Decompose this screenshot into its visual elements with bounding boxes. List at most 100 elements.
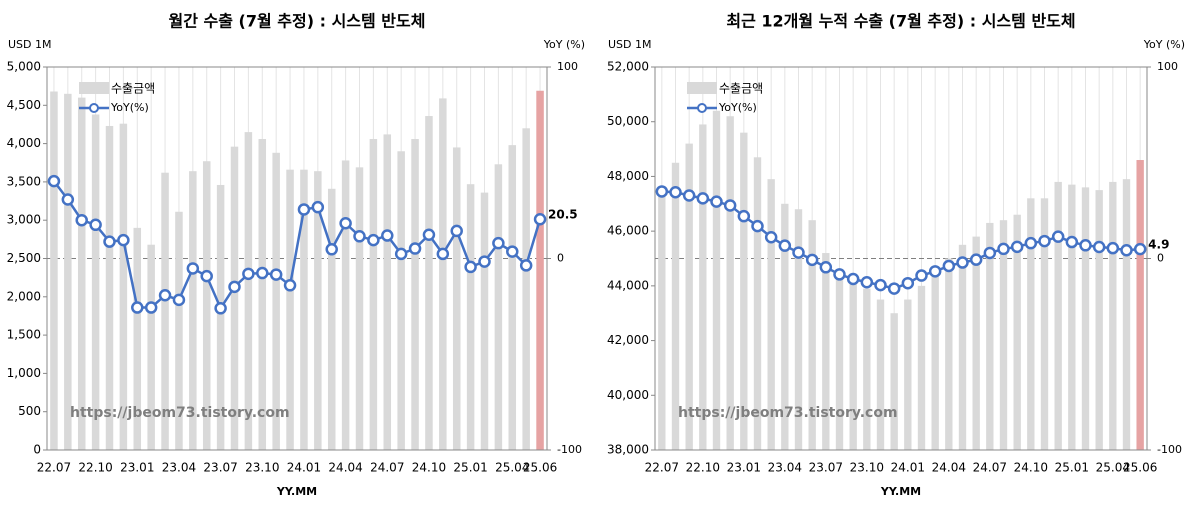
line (52, 180, 542, 311)
point (144, 301, 158, 314)
point (710, 195, 723, 208)
point (158, 289, 172, 302)
bar (314, 171, 322, 450)
y-tick-label: 4,000 (7, 136, 41, 150)
point (394, 247, 408, 261)
y-tick-label: 3,000 (7, 213, 41, 227)
point (737, 209, 751, 223)
x-tick-label: 23.07 (809, 461, 843, 475)
bar (300, 169, 308, 451)
y-axis-label: USD 1M (8, 38, 52, 51)
x-tick-label: 24.04 (932, 461, 966, 475)
point (533, 212, 547, 226)
point (915, 269, 928, 282)
point (887, 282, 901, 295)
x-tick-label: 22.10 (686, 461, 720, 475)
point (833, 268, 846, 281)
point (1024, 236, 1038, 250)
bar (286, 169, 294, 451)
point (464, 260, 477, 274)
point (792, 246, 805, 259)
bar (658, 192, 666, 451)
y2-tick-label: 100 (557, 60, 578, 73)
x-tick-label: 23.04 (768, 461, 802, 475)
bar (327, 188, 336, 450)
point (969, 253, 983, 266)
point (256, 266, 269, 280)
point (669, 185, 682, 199)
bar (822, 253, 830, 450)
bar (494, 164, 503, 451)
bar (244, 132, 253, 451)
x-tick-label: 24.10 (412, 461, 446, 475)
y-tick-label: 0 (33, 443, 41, 457)
x-tick-label: 25.04 (1096, 461, 1130, 475)
x-tick-label: 25.06 (1123, 461, 1157, 475)
bar (147, 244, 155, 450)
bar (1136, 160, 1144, 450)
point (696, 192, 710, 205)
bar (685, 143, 693, 450)
y-tick-label: 1,000 (7, 366, 41, 380)
point (901, 276, 915, 290)
point (805, 253, 819, 267)
point (1051, 230, 1065, 243)
point (655, 185, 669, 198)
bar (77, 97, 86, 450)
bar (1040, 198, 1049, 450)
bar (849, 280, 857, 450)
y-tick-label: 46,000 (607, 224, 649, 238)
point (1079, 239, 1092, 252)
bar (1068, 184, 1076, 450)
point (89, 218, 102, 232)
x-tick-label: 23.10 (850, 461, 884, 475)
plot-frame (46, 66, 548, 451)
x-tick-label: 25.01 (1055, 461, 1089, 475)
legend-label: 수출금액 (111, 82, 155, 96)
x-axis-label: YY.MM (880, 485, 921, 498)
bar (397, 151, 405, 450)
point (1010, 240, 1024, 254)
bar (175, 211, 183, 450)
y-tick-label: 52,000 (607, 60, 649, 74)
legend-label: 수출금액 (719, 82, 763, 96)
bar (439, 98, 447, 450)
point (956, 256, 969, 269)
bar (794, 209, 803, 450)
bar (466, 184, 475, 450)
point (450, 224, 463, 238)
point (408, 242, 422, 255)
bar (119, 123, 128, 451)
point (200, 269, 213, 283)
bar (986, 222, 994, 450)
x-tick-label: 24.07 (973, 461, 1007, 475)
point (47, 174, 61, 188)
bar (355, 167, 364, 450)
bar (383, 134, 392, 450)
bar (452, 147, 461, 450)
bar (1054, 181, 1062, 450)
x-tick-label: 23.04 (162, 461, 196, 475)
bar (480, 192, 489, 450)
bar (917, 285, 926, 450)
bar (91, 114, 100, 450)
x-tick-label: 24.01 (287, 461, 321, 475)
plot-frame (654, 66, 1148, 451)
y2-tick-label: -100 (557, 443, 582, 456)
bar (369, 139, 378, 450)
bar (536, 90, 544, 450)
bar (767, 179, 775, 450)
y-tick-label: 4,500 (7, 98, 41, 112)
bar (341, 160, 350, 450)
point (186, 262, 200, 275)
point (117, 233, 130, 247)
bar (835, 269, 844, 450)
y-tick-label: 38,000 (607, 443, 649, 457)
bar (105, 125, 114, 451)
point (297, 203, 311, 216)
bar (808, 220, 816, 450)
x-tick-label: 23.01 (727, 461, 761, 475)
bar (890, 313, 898, 450)
y-tick-label: 2,500 (7, 251, 41, 265)
